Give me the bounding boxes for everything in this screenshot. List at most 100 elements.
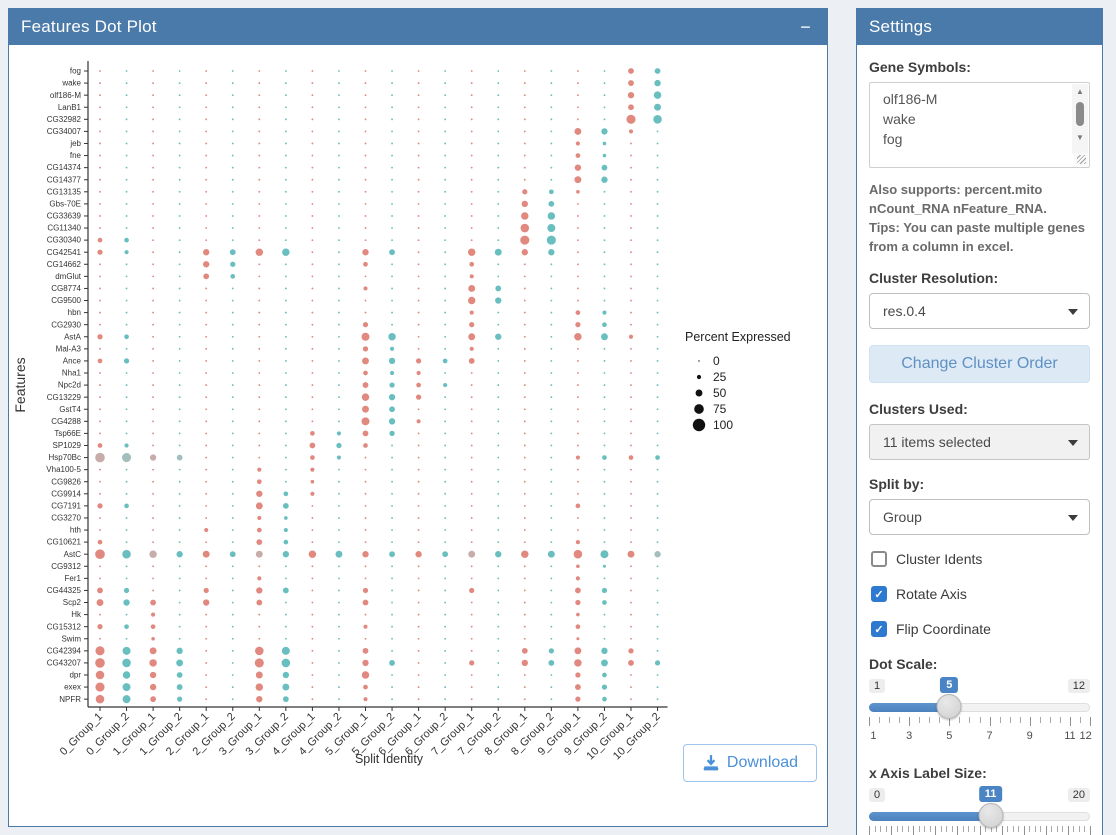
svg-text:CG14374: CG14374 (47, 163, 82, 172)
scrollbar-thumb[interactable] (1076, 102, 1084, 126)
settings-title: Settings (869, 17, 933, 36)
checkbox-icon[interactable] (871, 551, 887, 567)
scroll-up-icon[interactable]: ▲ (1076, 86, 1084, 96)
clusters-used-value: 11 items selected (883, 434, 991, 450)
svg-text:CG8774: CG8774 (51, 284, 81, 293)
features-dot-plot-panel: Features Dot Plot − fog wake olf186-M LanB1… (8, 8, 828, 827)
svg-text:AstA: AstA (64, 332, 82, 341)
svg-text:dpr: dpr (69, 671, 81, 680)
textarea-scrollbar[interactable]: ▲ ▼ (1072, 84, 1088, 154)
rotate-axis-label: Rotate Axis (896, 586, 967, 602)
svg-text:Tsp66E: Tsp66E (54, 429, 81, 438)
svg-text:50: 50 (713, 386, 727, 400)
dot-scale-slider[interactable]: 1 12 5 1 3 5 7 9 11 12 (869, 677, 1092, 742)
svg-text:CG42394: CG42394 (47, 646, 82, 655)
cluster-resolution-label: Cluster Resolution: (869, 270, 999, 286)
svg-text:exex: exex (64, 683, 81, 692)
svg-text:CG43207: CG43207 (47, 659, 82, 668)
svg-text:25: 25 (713, 370, 727, 384)
help-line-1: Also supports: percent.mito nCount_RNA n… (869, 182, 1047, 216)
plot-panel-title: Features Dot Plot (21, 17, 157, 36)
gene-entry: fog (883, 131, 903, 147)
svg-text:CG14662: CG14662 (47, 260, 82, 269)
checkbox-icon[interactable]: ✓ (871, 621, 887, 637)
settings-body: Gene Symbols: olf186-M wake fog ▲ ▼ Also… (857, 45, 1102, 835)
svg-text:jeb: jeb (69, 139, 81, 148)
svg-text:Features: Features (12, 357, 28, 412)
collapse-icon[interactable]: − (800, 17, 811, 37)
svg-text:Percent Expressed: Percent Expressed (685, 330, 791, 344)
svg-text:75: 75 (713, 402, 727, 416)
svg-text:0: 0 (713, 354, 720, 368)
svg-text:CG33639: CG33639 (47, 212, 82, 221)
chevron-down-icon (1068, 440, 1078, 446)
svg-text:CG13135: CG13135 (47, 187, 82, 196)
svg-text:Ance: Ance (63, 357, 82, 366)
flip-coordinate-checkbox[interactable]: ✓ Flip Coordinate (871, 621, 1090, 637)
slider-handle[interactable] (936, 694, 962, 719)
svg-text:Swim: Swim (61, 634, 81, 643)
download-icon (703, 755, 719, 771)
svg-text:dmGlut: dmGlut (55, 272, 82, 281)
gene-symbols-textarea[interactable]: olf186-M wake fog ▲ ▼ (869, 82, 1090, 168)
x-axis-label-size-slider[interactable]: 0201102468101214161820 (869, 786, 1091, 835)
svg-text:fog: fog (70, 67, 81, 76)
cluster-idents-label: Cluster Idents (896, 551, 983, 567)
svg-text:CG42541: CG42541 (47, 248, 82, 257)
svg-text:Gbs-70E: Gbs-70E (49, 199, 81, 208)
plot-panel-header: Features Dot Plot − (9, 9, 827, 45)
download-button[interactable]: Download (683, 744, 817, 782)
change-cluster-order-button[interactable]: Change Cluster Order (869, 345, 1090, 383)
split-by-select[interactable]: Group (869, 499, 1090, 535)
cluster-resolution-value: res.0.4 (883, 303, 926, 319)
dot-plot-svg: fog wake olf186-M LanB1 CG32982 CG34007 jeb fne… (12, 61, 791, 766)
svg-text:Npc2d: Npc2d (58, 381, 81, 390)
checkbox-icon[interactable]: ✓ (871, 586, 887, 602)
svg-text:CG9826: CG9826 (51, 477, 81, 486)
gene-entry: wake (883, 111, 916, 127)
svg-text:CG14377: CG14377 (47, 175, 82, 184)
svg-text:hth: hth (70, 526, 81, 535)
svg-text:CG4288: CG4288 (51, 417, 81, 426)
split-by-label: Split by: (869, 476, 925, 492)
x-axis-label-size-label: x Axis Label Size: (869, 765, 987, 781)
clusters-used-label: Clusters Used: (869, 401, 968, 417)
download-label: Download (726, 754, 799, 771)
gene-symbols-values: olf186-M wake fog (870, 83, 1089, 149)
svg-text:CG9312: CG9312 (51, 562, 81, 571)
svg-text:Mal-A3: Mal-A3 (56, 344, 82, 353)
svg-text:CG11340: CG11340 (47, 224, 81, 233)
svg-text:NPFR: NPFR (59, 695, 81, 704)
svg-text:SP1029: SP1029 (53, 441, 82, 450)
help-text: Also supports: percent.mito nCount_RNA n… (869, 180, 1090, 256)
svg-text:AstC: AstC (64, 550, 82, 559)
svg-text:fne: fne (70, 151, 82, 160)
svg-text:CG30340: CG30340 (47, 236, 82, 245)
svg-text:GstT4: GstT4 (59, 405, 81, 414)
svg-text:CG44325: CG44325 (47, 586, 82, 595)
cluster-idents-checkbox[interactable]: Cluster Idents (871, 551, 1090, 567)
settings-panel: Settings Gene Symbols: olf186-M wake fog… (856, 8, 1103, 835)
svg-text:Nha1: Nha1 (62, 369, 82, 378)
svg-text:CG9500: CG9500 (51, 296, 81, 305)
slider-handle[interactable] (978, 803, 1004, 828)
svg-text:CG9914: CG9914 (51, 489, 81, 498)
scroll-down-icon[interactable]: ▼ (1076, 132, 1084, 142)
svg-text:CG7191: CG7191 (51, 501, 81, 510)
rotate-axis-checkbox[interactable]: ✓ Rotate Axis (871, 586, 1090, 602)
svg-text:100: 100 (713, 418, 733, 432)
split-by-value: Group (883, 509, 922, 525)
settings-header: Settings (857, 9, 1102, 45)
dot-plot-chart: fog wake olf186-M LanB1 CG32982 CG34007 jeb fne… (9, 45, 827, 790)
gene-symbols-label: Gene Symbols: (869, 59, 971, 75)
svg-text:hbn: hbn (68, 308, 81, 317)
svg-text:Hsp70Bc: Hsp70Bc (49, 453, 81, 462)
svg-text:Scp2: Scp2 (63, 598, 82, 607)
svg-text:CG3270: CG3270 (51, 514, 81, 523)
svg-text:CG32982: CG32982 (47, 115, 82, 124)
cluster-resolution-select[interactable]: res.0.4 (869, 293, 1090, 329)
svg-text:CG15312: CG15312 (47, 622, 82, 631)
svg-text:wake: wake (61, 79, 81, 88)
clusters-used-select[interactable]: 11 items selected (869, 424, 1090, 460)
textarea-resize-grip[interactable] (1074, 153, 1088, 166)
